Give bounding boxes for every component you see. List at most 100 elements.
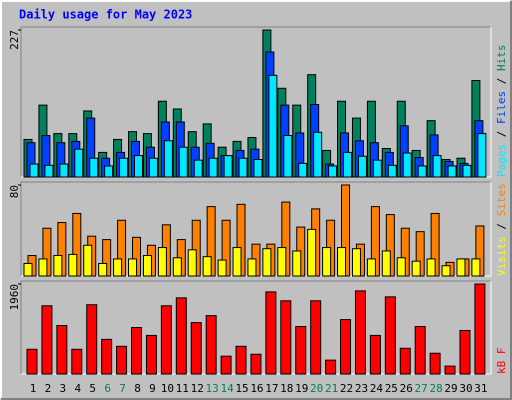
bar xyxy=(432,155,442,178)
bar xyxy=(250,353,262,375)
x-tick-label: 13 xyxy=(206,382,219,395)
legend: kB F xyxy=(495,348,508,375)
bar xyxy=(71,348,83,375)
y-tick-label: 80 xyxy=(8,185,21,198)
plot-border-dark xyxy=(20,280,491,374)
bar xyxy=(220,355,232,375)
bar xyxy=(283,135,293,178)
x-tick-label: 27 xyxy=(415,382,428,395)
x-tick-label: 24 xyxy=(370,382,384,395)
x-tick-label: 19 xyxy=(295,382,308,395)
bar xyxy=(89,157,99,178)
legend-entry: Hits xyxy=(495,45,508,72)
x-tick-label: 1 xyxy=(30,382,37,395)
bar xyxy=(325,359,337,375)
bar xyxy=(343,151,353,178)
bar xyxy=(178,146,188,178)
bar xyxy=(128,258,138,277)
bar xyxy=(307,228,317,277)
bar xyxy=(217,259,227,277)
x-tick-label: 15 xyxy=(235,382,248,395)
bar xyxy=(444,365,456,375)
plot-border-dark xyxy=(20,181,491,276)
bar xyxy=(262,248,272,277)
bar xyxy=(172,257,182,277)
bar xyxy=(369,334,381,375)
x-tick-label: 11 xyxy=(176,382,189,395)
bar xyxy=(98,262,108,277)
bar xyxy=(477,133,487,178)
bar xyxy=(351,248,361,277)
bar xyxy=(399,347,411,375)
bar xyxy=(86,304,98,375)
bar xyxy=(295,326,307,375)
bar xyxy=(456,258,466,277)
bar xyxy=(414,326,426,375)
bar xyxy=(131,327,143,375)
bar xyxy=(235,345,247,375)
bar xyxy=(223,155,233,178)
bar xyxy=(113,258,123,277)
bar xyxy=(337,247,347,277)
bar xyxy=(56,325,68,375)
bar xyxy=(157,247,167,277)
bar xyxy=(193,159,203,178)
bar xyxy=(372,159,382,178)
x-tick-label: 29 xyxy=(444,382,457,395)
bar xyxy=(119,157,129,178)
bar xyxy=(292,250,302,277)
x-tick-label: 17 xyxy=(265,382,278,395)
bar xyxy=(68,253,78,277)
bar xyxy=(387,164,397,178)
legend-entry: Pages xyxy=(495,144,508,177)
bar xyxy=(357,155,367,178)
plot-border-dark xyxy=(20,26,491,177)
bar xyxy=(26,348,38,375)
bar xyxy=(253,159,263,178)
bar xyxy=(411,260,421,277)
bar xyxy=(429,352,441,375)
bar xyxy=(116,345,128,375)
bar xyxy=(402,152,412,178)
x-tick-label: 30 xyxy=(459,382,472,395)
bar xyxy=(44,164,54,178)
bar xyxy=(148,157,158,178)
y-tick-label: 1960 xyxy=(8,284,21,311)
bar xyxy=(417,165,427,178)
legend: Pages / Files / Hits xyxy=(495,45,508,178)
x-tick-label: 7 xyxy=(119,382,126,395)
bar xyxy=(268,74,278,178)
x-tick-label: 5 xyxy=(89,382,96,395)
x-tick-label: 10 xyxy=(161,382,174,395)
bar xyxy=(462,164,472,178)
legend-separator: / xyxy=(495,71,508,91)
x-tick-label: 16 xyxy=(250,382,263,395)
legend-entry: Sites xyxy=(495,183,508,216)
bar xyxy=(160,305,172,375)
bar xyxy=(265,291,277,375)
legend-separator: / xyxy=(495,124,508,144)
bar xyxy=(441,265,451,277)
bar xyxy=(202,256,212,277)
bar xyxy=(328,165,338,178)
bar xyxy=(298,162,308,178)
bar xyxy=(104,165,114,178)
bar xyxy=(280,300,292,375)
bar xyxy=(474,283,486,375)
x-tick-label: 26 xyxy=(400,382,413,395)
x-tick-label: 18 xyxy=(280,382,293,395)
legend-entry: kB F xyxy=(495,348,508,375)
bar xyxy=(447,165,457,178)
bar xyxy=(277,247,287,277)
x-tick-label: 14 xyxy=(220,382,234,395)
legend: Visits / Sites xyxy=(495,183,508,276)
bar xyxy=(142,255,152,277)
bar xyxy=(384,296,396,375)
bar xyxy=(322,247,332,277)
x-tick-label: 2 xyxy=(45,382,52,395)
bar xyxy=(247,258,257,277)
legend-separator: / xyxy=(495,216,508,236)
chart-title: Daily usage for May 2023 xyxy=(19,8,192,22)
